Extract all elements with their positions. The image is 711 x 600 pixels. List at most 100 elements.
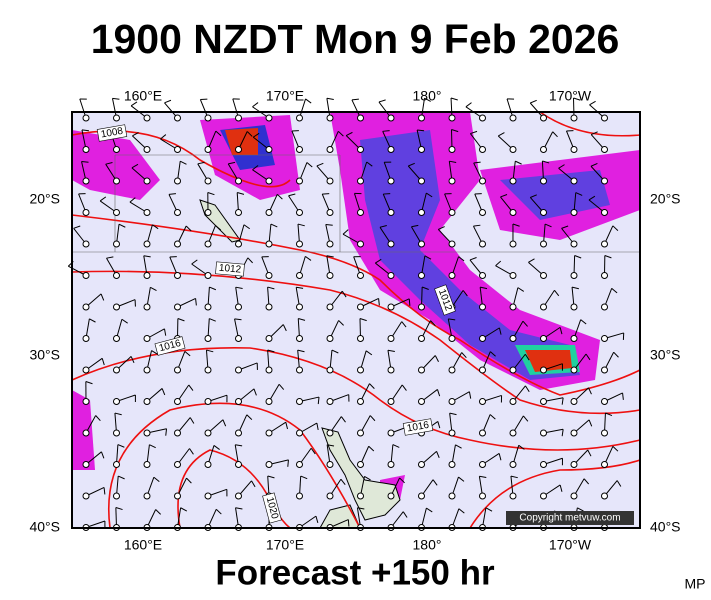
barb-flag — [449, 412, 457, 416]
lat-label-right: 20°S — [650, 191, 681, 207]
barb-station — [143, 366, 151, 374]
barb-station — [479, 240, 486, 248]
barb-station — [540, 114, 547, 122]
barb-station — [113, 461, 120, 468]
barb-flag — [561, 429, 564, 437]
barb-flag — [523, 415, 529, 422]
barb-station — [204, 114, 212, 122]
barb-station — [387, 114, 395, 122]
barb-station — [265, 146, 273, 153]
barb-flag — [417, 129, 425, 132]
barb-flag — [297, 349, 305, 353]
barb-station — [479, 114, 486, 122]
barb-station — [448, 146, 456, 153]
map-title: 1900 NZDT Mon 9 Feb 2026 — [91, 16, 620, 62]
copyright: Copyright metvuw.com — [519, 513, 620, 524]
barb-station — [82, 366, 90, 374]
barb-station — [326, 303, 334, 311]
barb-station — [326, 114, 334, 122]
barb-station — [479, 272, 486, 279]
barb-flag — [525, 385, 530, 393]
barb-station — [601, 177, 608, 185]
barb-flag — [424, 255, 432, 260]
barb-flag — [473, 161, 481, 164]
barb-flag — [408, 298, 411, 306]
isobar — [71, 214, 641, 396]
barb-flag — [315, 515, 319, 523]
barb-station — [82, 240, 90, 248]
isobar-label-box — [154, 336, 186, 356]
barb-flag — [542, 160, 550, 164]
barb-flag — [164, 328, 167, 336]
barb-flag — [316, 422, 319, 431]
barb-station — [509, 366, 517, 374]
barb-flag — [402, 511, 408, 518]
barb-station — [601, 303, 608, 311]
barb-station — [448, 209, 456, 216]
barb-station — [326, 429, 334, 437]
barb-station — [540, 492, 547, 500]
barb-station — [204, 209, 212, 216]
barb-station — [82, 461, 90, 468]
barb-flag — [235, 507, 243, 510]
rain-area — [360, 130, 580, 380]
barb-station — [540, 240, 547, 248]
barb-station — [570, 335, 578, 342]
barb-flag — [495, 260, 502, 267]
isobar — [469, 459, 641, 529]
barb-station — [235, 209, 242, 216]
barb-station — [479, 303, 486, 311]
barb-flag — [237, 192, 245, 195]
barb-flag — [143, 255, 151, 258]
barb-flag — [130, 356, 135, 363]
barb-flag — [316, 162, 324, 167]
isobar — [539, 111, 641, 137]
barb-station — [448, 240, 456, 248]
lon-label-bottom: 180° — [413, 537, 442, 553]
barb-flag — [153, 476, 160, 483]
barb-station — [601, 366, 608, 374]
barb-station — [357, 398, 364, 405]
barb-station — [265, 303, 273, 311]
barb-flag — [369, 383, 375, 389]
barb-station — [296, 146, 303, 153]
barb-flag — [455, 444, 462, 449]
barb-station — [387, 209, 395, 216]
barb-station — [82, 209, 90, 216]
barb-flag — [379, 225, 387, 228]
barb-station — [296, 114, 303, 122]
barb-station — [448, 177, 456, 185]
barb-flag — [605, 412, 613, 417]
barb-station — [326, 461, 334, 468]
barb-station — [387, 398, 395, 405]
barb-station — [296, 461, 303, 468]
barb-flag — [401, 321, 407, 328]
barb-flag — [298, 318, 306, 321]
barb-station — [387, 146, 395, 153]
barb-station — [174, 209, 181, 216]
barb-station — [387, 335, 395, 342]
barb-station — [326, 398, 334, 405]
barb-station — [82, 114, 90, 122]
barb-flag — [285, 422, 288, 430]
barb-flag — [530, 194, 537, 198]
barb-station — [479, 209, 486, 216]
barb-station — [143, 272, 151, 279]
barb-flag — [585, 353, 591, 361]
barb-station — [326, 492, 334, 500]
barb-station — [204, 335, 212, 342]
barb-flag — [544, 223, 552, 228]
map-layers — [71, 111, 641, 529]
barb-station — [387, 240, 395, 248]
barb-flag — [160, 134, 167, 140]
barb-station — [113, 114, 120, 122]
barb-flag — [168, 193, 176, 195]
barb-flag — [267, 286, 275, 290]
barb-flag — [89, 318, 96, 323]
barb-flag — [436, 389, 441, 397]
barb-station — [509, 398, 517, 405]
lon-label-top: 160°E — [124, 88, 162, 104]
barb-station — [357, 146, 364, 153]
barb-station — [82, 429, 90, 437]
rain-area — [72, 130, 160, 200]
